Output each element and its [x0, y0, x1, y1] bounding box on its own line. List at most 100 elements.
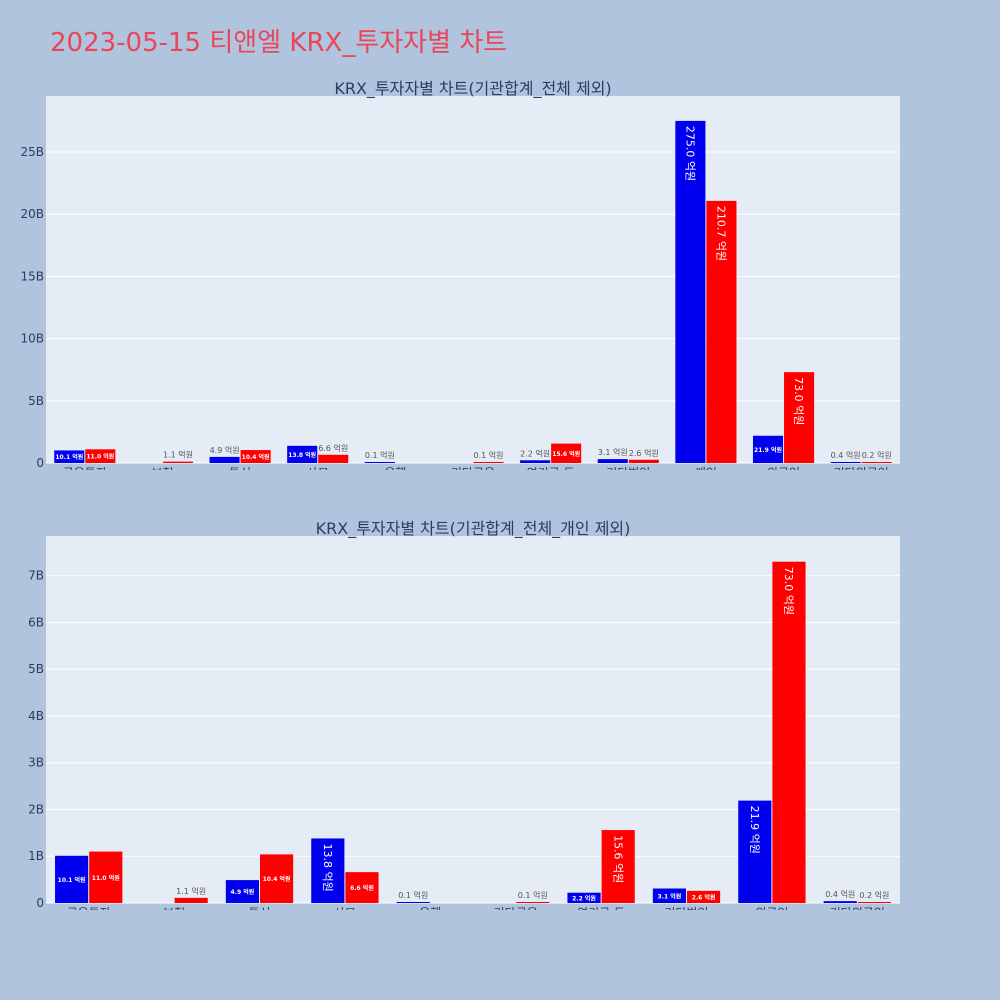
data-label: 0.1 억원 — [398, 890, 428, 900]
bar — [89, 851, 123, 903]
bar — [772, 561, 806, 903]
chart-title: KRX_투자자별 차트(기관합계_전체 제외) — [334, 79, 611, 99]
data-label: 73.0 억원 — [782, 567, 795, 615]
y-tick-label: 5B — [28, 394, 44, 408]
bar — [174, 897, 208, 903]
data-label: 15.6 억원 — [611, 835, 624, 883]
bar — [364, 462, 395, 463]
y-tick-label: 20B — [20, 207, 44, 221]
bar — [55, 855, 89, 903]
bar — [823, 901, 857, 903]
data-label: 2.2 억원 — [520, 448, 550, 458]
bar — [784, 372, 815, 463]
bar — [311, 838, 345, 903]
x-tick-label: 사모 — [334, 906, 356, 910]
plot-area — [46, 96, 900, 463]
bar — [520, 460, 551, 463]
bar — [567, 892, 601, 903]
y-tick-label: 6B — [28, 615, 44, 629]
bar — [706, 200, 737, 463]
data-label: 11.0 억원 — [86, 453, 114, 461]
y-tick-label: 15B — [20, 269, 44, 283]
y-tick-label: 2B — [28, 802, 44, 816]
bar — [345, 872, 379, 903]
x-tick-label: 금융투자 — [63, 466, 107, 470]
data-label: 0.1 억원 — [474, 450, 504, 460]
data-label: 275.0 억원 — [684, 126, 697, 181]
y-tick-label: 4B — [28, 709, 44, 723]
bar — [597, 459, 628, 463]
bar — [318, 454, 349, 463]
data-label: 21.9 억원 — [754, 446, 782, 454]
x-tick-label: 보험 — [151, 466, 173, 470]
y-tick-label: 1B — [28, 849, 44, 863]
page-title: 2023-05-15 티앤엘 KRX_투자자별 차트 — [50, 28, 508, 58]
data-label: 13.8 억원 — [288, 451, 316, 459]
plot-area — [46, 536, 900, 903]
y-tick-label: 5B — [28, 662, 44, 676]
x-tick-label: 사모 — [307, 466, 329, 470]
data-label: 1.1 억원 — [163, 450, 193, 460]
bar — [857, 902, 891, 903]
data-label: 15.6 억원 — [552, 450, 580, 458]
bar — [516, 902, 550, 903]
data-label: 4.9 억원 — [210, 445, 240, 455]
data-label: 3.1 억원 — [598, 447, 628, 457]
x-tick-label: 기타법인 — [606, 466, 650, 470]
bar — [675, 120, 706, 464]
data-label: 210.7 억원 — [715, 206, 728, 261]
data-label: 21.9 억원 — [748, 806, 761, 854]
data-label: 4.9 억원 — [231, 888, 255, 896]
x-tick-label: 기타외국인 — [830, 906, 885, 910]
data-label: 10.1 억원 — [55, 453, 83, 461]
x-tick-label: 개인 — [695, 466, 717, 470]
x-tick-label: 기타법인 — [664, 906, 708, 910]
x-tick-label: 외국인 — [767, 466, 800, 470]
bar — [687, 890, 721, 903]
data-label: 6.6 억원 — [350, 884, 374, 892]
chart-investor-excl-individual: KRX_투자자별 차트(기관합계_전체_개인 제외) 0 1B 2B 3B 4B 5B 6B 7… — [28, 519, 900, 910]
data-label: 11.0 억원 — [92, 874, 120, 882]
data-label: 6.6 억원 — [318, 443, 348, 453]
data-label: 3.1 억원 — [658, 892, 682, 900]
data-label: 0.2 억원 — [859, 890, 889, 900]
x-tick-label: 외국인 — [755, 906, 788, 910]
data-label: 10.4 억원 — [263, 875, 291, 883]
x-tick-label: 은행 — [419, 905, 441, 910]
data-label: 10.4 억원 — [242, 453, 270, 461]
bar — [861, 462, 892, 463]
y-tick-label: 0 — [36, 456, 44, 470]
bar — [396, 902, 430, 903]
data-label: 10.1 억원 — [58, 876, 86, 884]
x-tick-label: 기타외국인 — [834, 466, 889, 470]
y-tick-label: 7B — [28, 569, 44, 583]
data-label: 1.1 억원 — [176, 886, 206, 896]
x-tick-label: 투신 — [248, 906, 270, 910]
bar — [240, 450, 271, 463]
x-tick-label: 연기금 등 — [527, 466, 575, 470]
y-tick-label: 0 — [36, 896, 44, 910]
bar — [54, 450, 85, 463]
bar — [830, 462, 861, 463]
bar — [601, 830, 635, 903]
bar — [209, 456, 240, 463]
x-tick-label: 금융투자 — [67, 906, 111, 910]
data-label: 2.6 억원 — [629, 448, 659, 458]
x-tick-label: 기타금융 — [451, 466, 495, 470]
bar — [752, 435, 784, 463]
data-label: 0.1 억원 — [365, 450, 395, 460]
data-label: 0.2 억원 — [862, 450, 892, 460]
bar — [473, 462, 504, 463]
data-label: 0.1 억원 — [518, 890, 548, 900]
bar — [287, 445, 318, 463]
bar — [225, 880, 259, 903]
x-tick-label: 기타금융 — [494, 906, 538, 910]
x-tick-label: 보험 — [163, 906, 185, 910]
data-label: 0.4 억원 — [831, 450, 861, 460]
data-label: 73.0 억원 — [792, 377, 805, 425]
data-label: 0.4 억원 — [825, 889, 855, 899]
bar — [738, 800, 772, 903]
x-tick-label: 은행 — [384, 465, 406, 470]
bar — [652, 888, 686, 903]
y-tick-label: 25B — [20, 145, 44, 159]
